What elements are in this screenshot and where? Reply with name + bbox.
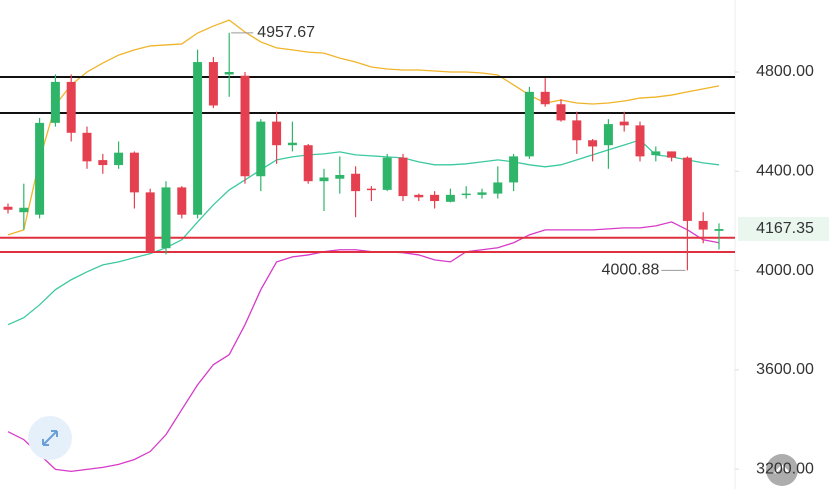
candle-body [114, 152, 124, 166]
y-tick-label: 3200.00 [756, 460, 814, 477]
candle-body [445, 194, 455, 202]
moving-average-line [7, 221, 720, 473]
candle-body [161, 187, 171, 249]
candle-body [82, 132, 92, 162]
candle-body [651, 151, 661, 156]
candle-body [509, 156, 519, 183]
y-tick-label: 4400.00 [756, 162, 814, 179]
candle-body [129, 152, 139, 193]
candle-body [524, 91, 534, 157]
candle-body [588, 140, 598, 147]
candle-body [177, 187, 187, 215]
candle-body [619, 121, 629, 126]
candle-body [3, 206, 13, 210]
candle-body [414, 194, 424, 198]
candle-body [240, 75, 250, 177]
candle-body [366, 188, 376, 191]
high-annotation: 4957.67 [257, 24, 315, 41]
candle-body [224, 71, 234, 75]
candle-body [98, 160, 108, 166]
plot-area: 4957.67 4000.88 [0, 19, 739, 473]
candle-body [351, 173, 361, 192]
candle-body [145, 192, 155, 252]
y-tick-label: 4800.00 [756, 63, 814, 80]
candle-body [193, 62, 203, 215]
candle-body [272, 121, 282, 146]
candle-body [50, 81, 60, 123]
candle-body [19, 207, 29, 213]
moving-average-line [7, 139, 720, 326]
candle-body [461, 193, 471, 196]
candle-body [287, 142, 297, 146]
scroll-button[interactable] [766, 454, 798, 486]
candle-body [572, 120, 582, 141]
candle-body [208, 62, 218, 106]
candle-body [540, 91, 550, 105]
y-tick-label: 4000.00 [756, 262, 814, 279]
candle-body [556, 104, 566, 121]
candle-body [35, 122, 45, 215]
candle-body [714, 229, 724, 231]
y-tick-label: 3600.00 [756, 361, 814, 378]
candle-body [603, 124, 613, 146]
candle-body [667, 151, 677, 158]
candle-body [698, 220, 708, 230]
candle-body [477, 192, 487, 195]
expand-button[interactable] [28, 416, 72, 460]
moving-average-line [7, 19, 720, 236]
candle-body [303, 145, 313, 182]
price-label-bg [738, 217, 829, 242]
low-annotation: 4000.88 [602, 262, 660, 279]
candle-body [430, 194, 440, 202]
candle-body [319, 177, 329, 182]
candle-body [382, 157, 392, 190]
candle-body [256, 121, 266, 177]
current-price-label: 4167.35 [756, 220, 814, 237]
candle-body [682, 157, 692, 221]
candle-body [335, 174, 345, 179]
candle-body [66, 81, 76, 133]
candle-body [398, 157, 408, 197]
candle-body [635, 125, 645, 157]
candle-body [493, 182, 503, 194]
